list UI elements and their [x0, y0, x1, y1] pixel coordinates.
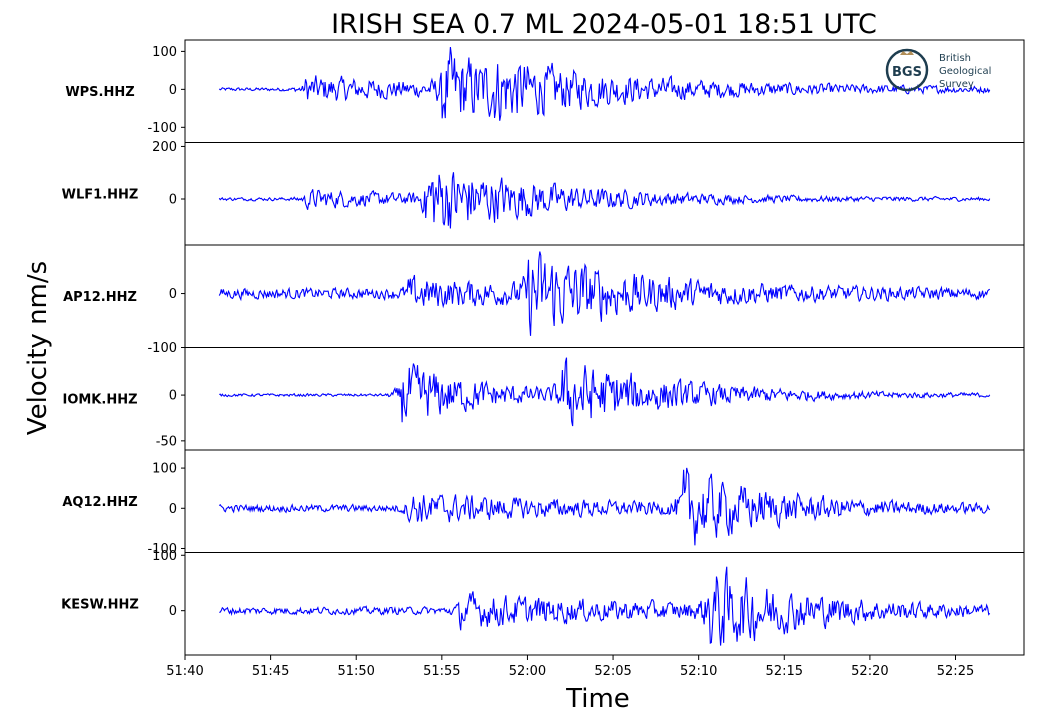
waveform-trace	[218, 46, 991, 121]
y-tick-label: 200	[152, 140, 177, 155]
trace-panel-iomk-hhz: 0 -50 IOMK.HHZ	[62, 347, 1025, 451]
y-tick-label: -100	[147, 121, 177, 136]
trace-panel-ap12-hhz: 0 -100 AP12.HHZ	[63, 244, 1025, 356]
x-axis-label: Time	[565, 684, 630, 714]
trace-panel-wps-hhz: 100 0 -100 WPS.HHZ	[65, 39, 1025, 143]
station-label: WLF1.HHZ	[62, 187, 139, 202]
x-tick-label: 51:50	[337, 664, 374, 679]
station-label: AP12.HHZ	[63, 290, 137, 305]
trace-panels: 100 0 -100 WPS.HHZ 200 0 WLF1.HHZ 0 -100 AP12.HHZ…	[61, 39, 1025, 656]
logo-initials: BGS	[892, 65, 922, 80]
waveform-trace	[219, 566, 991, 646]
y-tick-label: -100	[147, 341, 177, 356]
station-label: AQ12.HHZ	[62, 495, 137, 510]
x-tick-label: 52:15	[766, 664, 803, 679]
x-tick-label: 52:25	[937, 664, 974, 679]
trace-panel-wlf1-hhz: 200 0 WLF1.HHZ	[62, 140, 1025, 246]
y-tick-label: -100	[147, 542, 177, 557]
logo-ring	[885, 48, 929, 92]
y-axis-label: Velocity nm/s	[23, 261, 53, 435]
panel-frame	[184, 552, 1025, 656]
waveform-trace	[219, 357, 991, 427]
y-tick-label: -50	[156, 434, 177, 449]
y-tick-label: 0	[169, 83, 177, 98]
x-tick-label: 51:45	[252, 664, 289, 679]
x-tick-label: 52:20	[851, 664, 888, 679]
waveform-trace	[218, 172, 991, 229]
time-axis: 51:40 51:45 51:50 51:55 52:00 52:05 52:10 52:15…	[166, 655, 974, 679]
x-tick-label: 52:00	[509, 664, 546, 679]
bgs-logo: BGS British Geological Survey	[885, 48, 991, 92]
trace-panel-aq12-hhz: 100 0 -100 AQ12.HHZ	[62, 449, 1025, 557]
x-tick-label: 52:10	[680, 664, 717, 679]
logo-line-1: British	[939, 53, 971, 64]
y-tick-label: 0	[169, 604, 177, 619]
station-label: KESW.HHZ	[61, 597, 139, 612]
y-tick-label: 0	[169, 287, 177, 302]
y-tick-label: 0	[169, 502, 177, 517]
crown-icon	[900, 51, 914, 55]
station-label: WPS.HHZ	[65, 85, 134, 100]
x-tick-label: 51:55	[423, 664, 460, 679]
y-tick-label: 0	[169, 193, 177, 208]
waveform-trace	[218, 251, 991, 336]
y-tick-label: 100	[152, 45, 177, 60]
panel-frame	[184, 449, 1025, 553]
trace-panel-kesw-hhz: 100 0 KESW.HHZ	[61, 549, 1025, 656]
logo-line-3: Survey	[939, 79, 974, 90]
station-label: IOMK.HHZ	[62, 392, 137, 407]
x-tick-label: 52:05	[594, 664, 631, 679]
y-tick-label: 100	[152, 549, 177, 564]
y-tick-label: 0	[169, 389, 177, 404]
chart-title: IRISH SEA 0.7 ML 2024-05-01 18:51 UTC	[331, 9, 877, 40]
logo-line-2: Geological	[939, 66, 991, 77]
x-tick-label: 51:40	[166, 664, 203, 679]
waveform-trace	[218, 467, 991, 546]
y-tick-label: 100	[152, 462, 177, 477]
